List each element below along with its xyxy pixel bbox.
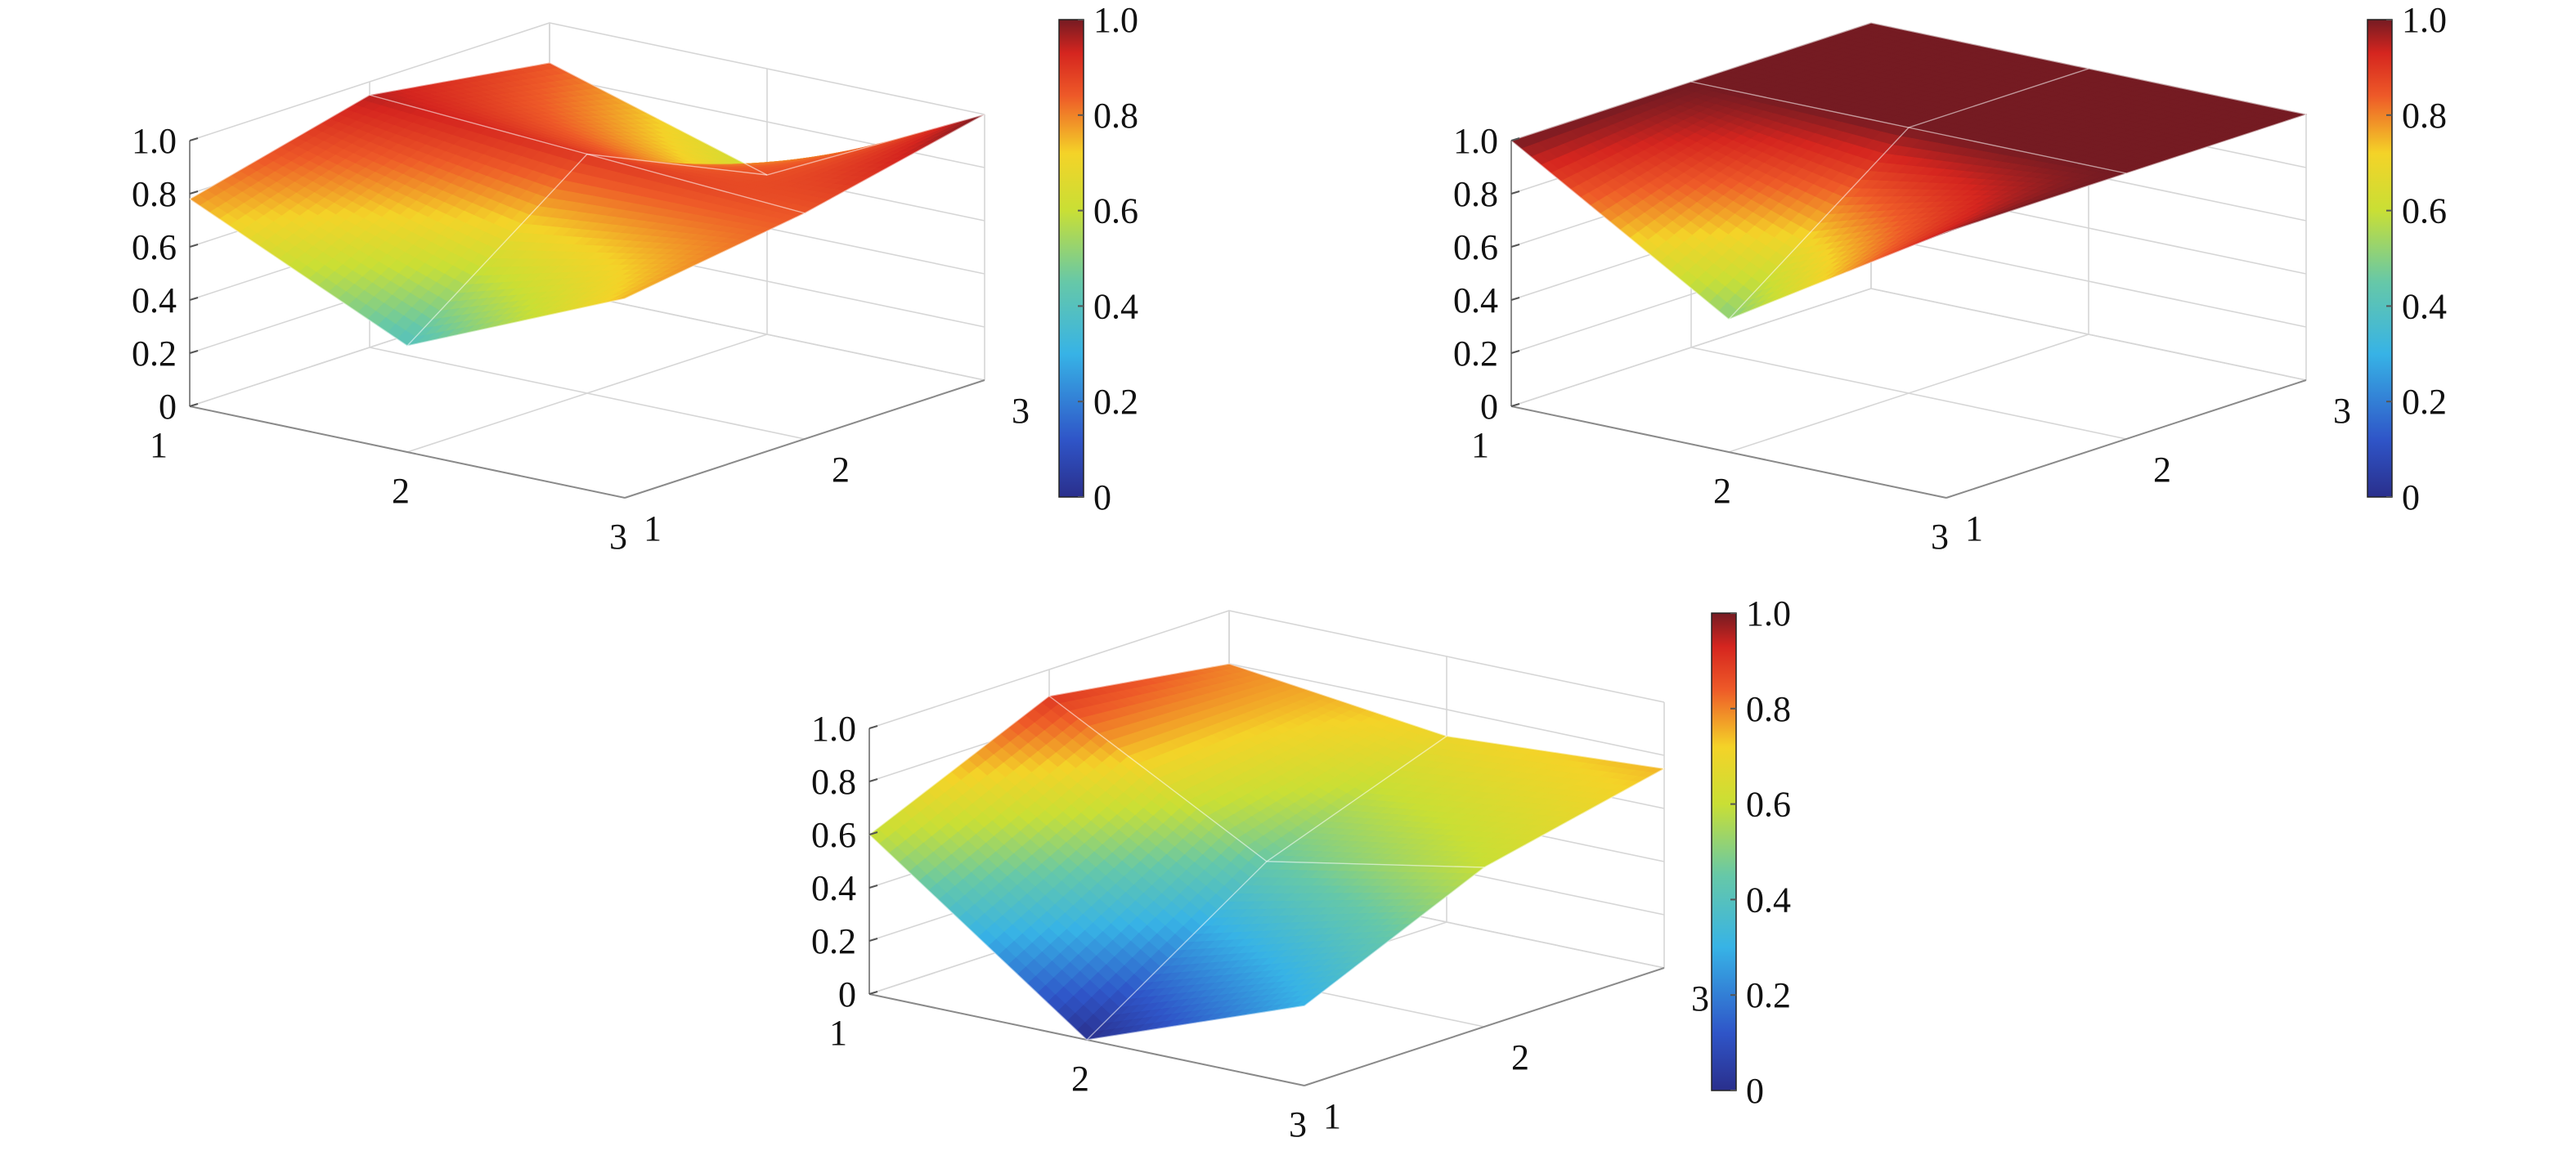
floor-grid-line xyxy=(1870,288,2307,381)
z-tick-label: 0 xyxy=(1480,387,1498,427)
z-tick-label: 1.0 xyxy=(1453,121,1498,161)
z-tick-mark xyxy=(1510,190,1520,195)
surface-mesh xyxy=(189,62,985,347)
colorbar: 0 0.2 0.4 0.6 0.8 1.0 xyxy=(1058,0,1138,517)
colorbar-tick-label: 0.8 xyxy=(1093,96,1138,136)
z-grid-line xyxy=(1510,235,2307,354)
floor-grid-line xyxy=(549,288,985,381)
x-tick-label: 1 xyxy=(150,425,168,465)
z-tick-mark xyxy=(189,297,199,301)
z-tick-label: 0.8 xyxy=(132,174,177,214)
mesh-line xyxy=(549,62,985,176)
x-tick-label: 2 xyxy=(1713,471,1731,511)
y-tick-label: 1 xyxy=(644,508,662,549)
x-tick-label: 2 xyxy=(392,471,410,511)
z-tick-label: 0.2 xyxy=(1453,334,1498,374)
z-tick-label: 0.6 xyxy=(132,227,177,267)
z-tick-mark xyxy=(189,244,199,248)
y-axis xyxy=(1945,379,2307,499)
z-tick-label: 0 xyxy=(159,387,177,427)
colorbar-gradient xyxy=(2367,20,2392,497)
z-tick-mark xyxy=(189,137,199,141)
floor-grid-line xyxy=(369,347,806,440)
z-tick-mark xyxy=(1510,244,1520,248)
colorbar-gradient xyxy=(1059,20,1084,497)
z-tick-mark xyxy=(1510,403,1520,407)
axes xyxy=(1510,141,2307,499)
y-tick-label: 2 xyxy=(832,450,850,490)
z-tick-label: 0.4 xyxy=(132,280,177,320)
colorbar-tick-label: 0 xyxy=(1093,477,1111,517)
colorbar-tick-label: 0.6 xyxy=(1093,191,1138,231)
surface xyxy=(1510,22,2308,320)
z-tick-label: 0.8 xyxy=(1453,174,1498,214)
colorbar-tick-label: 1.0 xyxy=(2402,0,2447,40)
colorbar-tick-label: 0 xyxy=(2402,477,2420,517)
x-axis xyxy=(1510,405,1947,499)
z-tick-label: 1.0 xyxy=(132,121,177,161)
z-tick-label: 0.6 xyxy=(1453,227,1498,267)
colorbar-tick-label: 0.2 xyxy=(2402,382,2447,422)
colorbar-tick-label: 0.6 xyxy=(2402,191,2447,231)
colorbar-tick-label: 0.8 xyxy=(2402,96,2447,136)
y-tick-label: 3 xyxy=(1012,391,1030,431)
z-grid-line xyxy=(1510,288,2307,407)
z-tick-label: 0.2 xyxy=(132,334,177,374)
x-tick-label: 1 xyxy=(1471,425,1489,465)
z-tick-label: 0.4 xyxy=(1453,280,1498,320)
x-tick-label: 3 xyxy=(609,517,627,557)
surface xyxy=(189,62,985,347)
colorbar: 0 0.2 0.4 0.6 0.8 1.0 xyxy=(2367,0,2447,517)
y-tick-label: 3 xyxy=(2333,391,2351,431)
z-tick-mark xyxy=(1510,350,1520,354)
floor-grid-line xyxy=(1690,347,2127,440)
mesh-line xyxy=(369,94,806,214)
colorbar-border xyxy=(1058,19,1084,498)
z-tick-mark xyxy=(1510,297,1520,301)
x-axis xyxy=(189,405,626,499)
z-tick-mark xyxy=(189,350,199,354)
y-tick-label: 2 xyxy=(2153,450,2171,490)
axes xyxy=(189,141,985,499)
colorbar-tick-label: 0.2 xyxy=(1093,382,1138,422)
y-tick-label: 1 xyxy=(1965,508,1983,549)
colorbar-tick-label: 1.0 xyxy=(1093,0,1138,40)
x-tick-label: 3 xyxy=(1931,517,1949,557)
y-axis xyxy=(624,379,985,499)
z-tick-mark xyxy=(189,190,199,195)
surface xyxy=(868,663,1665,1041)
colorbar-tick-label: 0.4 xyxy=(1093,286,1138,326)
colorbar-tick-label: 0.4 xyxy=(2402,286,2447,326)
z-tick-mark xyxy=(189,403,199,407)
mesh-line xyxy=(189,198,626,347)
y-axis xyxy=(1304,967,1665,1086)
